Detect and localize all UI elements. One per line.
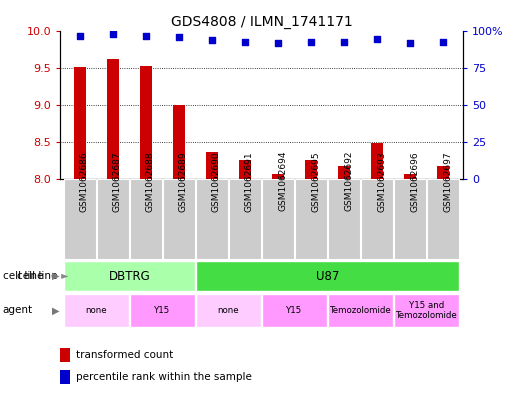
Text: Y15: Y15 [154, 306, 170, 315]
Text: none: none [86, 306, 107, 315]
Text: percentile rank within the sample: percentile rank within the sample [76, 372, 252, 382]
Point [142, 33, 150, 39]
Bar [328, 294, 393, 327]
Bar [196, 179, 228, 259]
Text: cell line: cell line [3, 271, 43, 281]
Bar [338, 165, 350, 179]
Text: GSM1062687: GSM1062687 [113, 151, 122, 211]
Text: GSM1062692: GSM1062692 [344, 151, 353, 211]
Bar [64, 294, 129, 327]
Text: GSM1062693: GSM1062693 [377, 151, 386, 211]
Bar [60, 370, 70, 384]
Point [307, 39, 315, 45]
Point [274, 40, 282, 46]
Bar [60, 347, 70, 362]
Bar [196, 294, 261, 327]
Text: GSM1062695: GSM1062695 [311, 151, 320, 211]
Bar [262, 179, 294, 259]
Point [373, 36, 381, 42]
Text: agent: agent [3, 305, 33, 316]
Bar [404, 174, 416, 179]
Bar [173, 105, 185, 179]
Text: ▶: ▶ [52, 305, 59, 316]
Text: none: none [218, 306, 240, 315]
Point [175, 34, 183, 40]
Bar [394, 179, 426, 259]
Text: ▶: ▶ [52, 271, 59, 281]
Text: GSM1062697: GSM1062697 [443, 151, 452, 211]
Bar [262, 294, 327, 327]
Title: GDS4808 / ILMN_1741171: GDS4808 / ILMN_1741171 [170, 15, 353, 29]
Bar [74, 67, 86, 179]
Text: GSM1062696: GSM1062696 [410, 151, 419, 211]
Text: GSM1062694: GSM1062694 [278, 151, 287, 211]
Text: U87: U87 [316, 270, 339, 283]
Bar [130, 294, 195, 327]
Bar [163, 179, 195, 259]
Bar [272, 174, 284, 179]
Bar [64, 261, 195, 292]
Text: transformed count: transformed count [76, 350, 174, 360]
Bar [64, 179, 96, 259]
Text: Y15: Y15 [287, 306, 303, 315]
Point [208, 37, 216, 43]
Bar [394, 294, 459, 327]
Text: GSM1062688: GSM1062688 [146, 151, 155, 211]
Bar [427, 179, 459, 259]
Point [439, 39, 447, 45]
Text: ►: ► [58, 271, 68, 281]
Bar [361, 179, 393, 259]
Bar [97, 179, 129, 259]
Bar [196, 261, 459, 292]
Text: cell line: cell line [17, 271, 58, 281]
Point [109, 31, 117, 37]
Bar [328, 179, 360, 259]
Point [241, 39, 249, 45]
Bar [206, 152, 218, 179]
Bar [130, 179, 162, 259]
Text: GSM1062691: GSM1062691 [245, 151, 254, 211]
Bar [437, 165, 449, 179]
Bar [295, 179, 327, 259]
Text: GSM1062686: GSM1062686 [80, 151, 89, 211]
Point [406, 40, 414, 46]
Bar [239, 160, 251, 179]
Text: Temozolomide: Temozolomide [329, 306, 391, 315]
Text: DBTRG: DBTRG [109, 270, 150, 283]
Text: GSM1062690: GSM1062690 [212, 151, 221, 211]
Text: Y15 and
Temozolomide: Y15 and Temozolomide [396, 301, 458, 320]
Bar [229, 179, 261, 259]
Bar [305, 160, 317, 179]
Text: GSM1062689: GSM1062689 [179, 151, 188, 211]
Bar [371, 143, 383, 179]
Point [76, 33, 84, 39]
Point [340, 39, 348, 45]
Bar [107, 59, 119, 179]
Bar [140, 66, 152, 179]
